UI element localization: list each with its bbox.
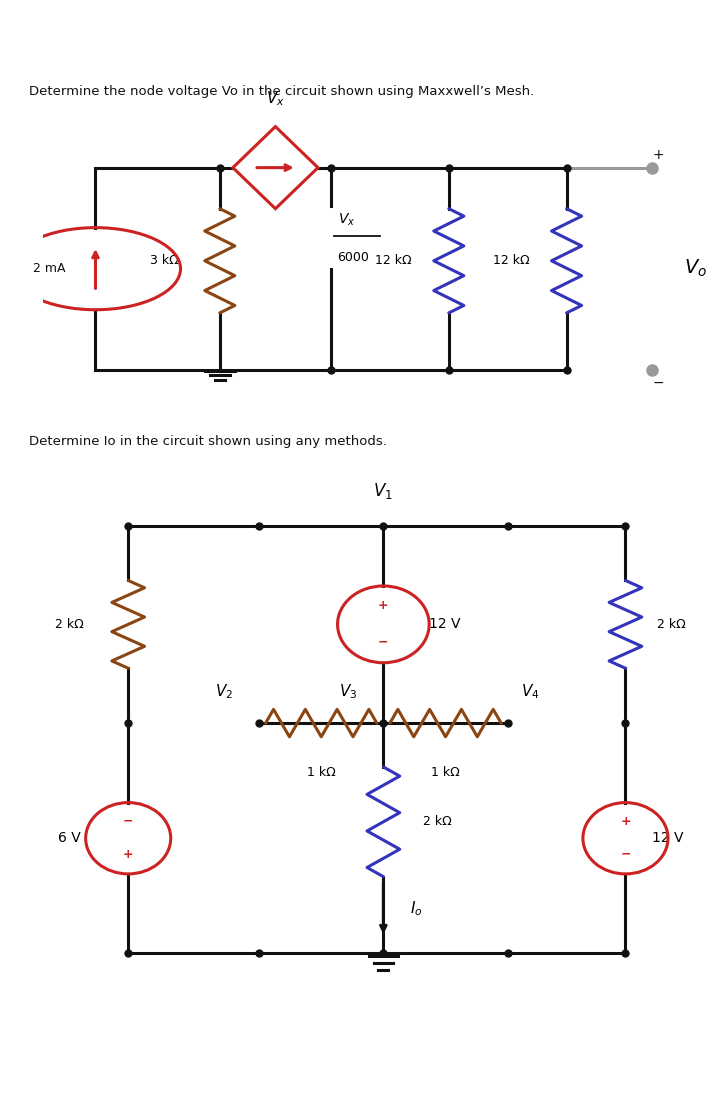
- Text: 6 V: 6 V: [58, 831, 81, 845]
- Text: $V_2$: $V_2$: [215, 683, 233, 701]
- Text: $V_3$: $V_3$: [339, 683, 357, 701]
- Text: −: −: [378, 635, 389, 648]
- Text: 12 kΩ: 12 kΩ: [493, 255, 529, 267]
- Text: 6000: 6000: [338, 252, 370, 264]
- Text: 12 kΩ: 12 kΩ: [375, 255, 411, 267]
- Text: 2 mA: 2 mA: [33, 263, 66, 275]
- Text: 2 kΩ: 2 kΩ: [55, 618, 83, 630]
- Text: 1 kΩ: 1 kΩ: [431, 766, 460, 779]
- Text: 12 V: 12 V: [651, 831, 683, 845]
- Text: $V_x$: $V_x$: [338, 212, 355, 228]
- Text: +: +: [378, 599, 389, 613]
- Text: Determine Io in the circuit shown using any methods.: Determine Io in the circuit shown using …: [29, 434, 387, 448]
- Text: 12 V: 12 V: [429, 617, 461, 632]
- Text: 1 kΩ: 1 kΩ: [307, 766, 336, 779]
- Text: +: +: [652, 148, 664, 162]
- Text: 3 kΩ: 3 kΩ: [150, 255, 178, 267]
- Text: +: +: [620, 814, 631, 828]
- Text: $V_4$: $V_4$: [521, 683, 539, 701]
- Text: $V_o$: $V_o$: [684, 258, 707, 279]
- Text: +: +: [123, 848, 134, 861]
- Text: 2 kΩ: 2 kΩ: [423, 815, 452, 829]
- Text: −: −: [652, 376, 664, 389]
- Text: $I_o$: $I_o$: [410, 899, 422, 917]
- Text: 2 kΩ: 2 kΩ: [657, 618, 686, 630]
- Text: $V_x$: $V_x$: [266, 89, 285, 107]
- Text: $V_1$: $V_1$: [373, 481, 393, 501]
- Text: Determine the node voltage Vo in the circuit shown using Maxxwell’s Mesh.: Determine the node voltage Vo in the cir…: [29, 84, 534, 98]
- Text: −: −: [123, 814, 134, 828]
- Text: −: −: [620, 848, 631, 861]
